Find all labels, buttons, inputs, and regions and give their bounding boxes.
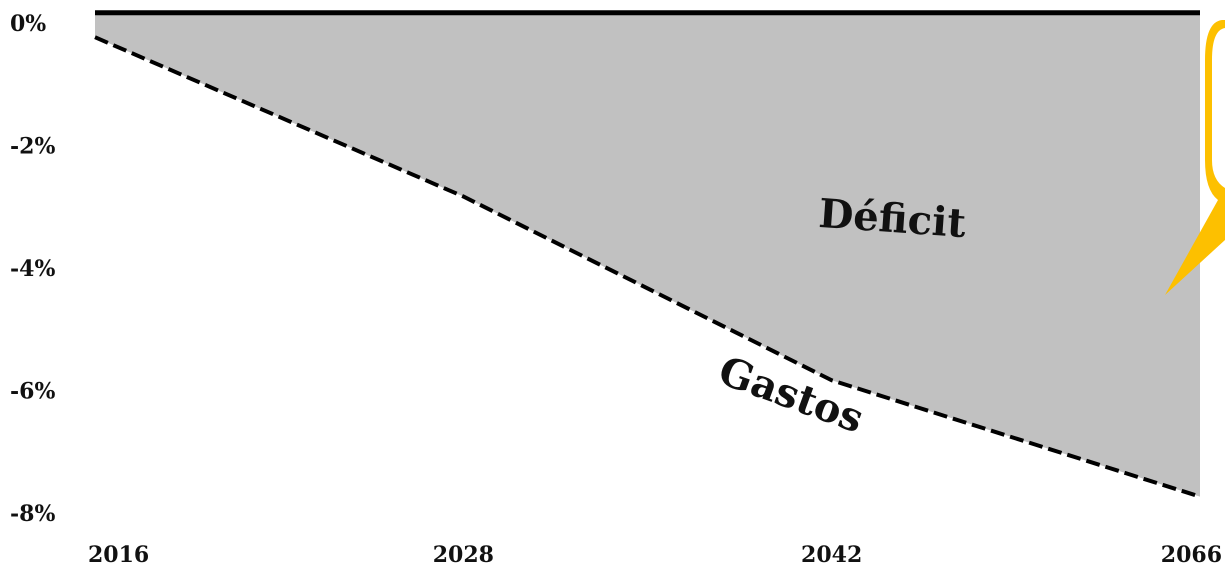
x-tick-label: 2028 (433, 542, 494, 568)
callout-shape (1165, 20, 1225, 295)
deficit-area (95, 12, 1200, 497)
spending-line (94, 35, 1201, 499)
y-tick-label: -2% (10, 133, 55, 159)
y-tick-label: -8% (10, 501, 55, 527)
y-tick-label: -4% (10, 256, 55, 282)
y-tick-label: -6% (10, 378, 55, 404)
y-tick-label: 0% (10, 11, 46, 37)
x-tick-label: 2042 (801, 542, 862, 568)
callout-inner (1212, 28, 1225, 188)
x-tick-label: 2066 (1161, 542, 1222, 568)
x-tick-label: 2016 (88, 542, 149, 568)
plot: 0%-2%-4%-6%-8%2016 2028 2042 2066DéficitGas… (10, 10, 1222, 568)
annotation: Déficit (817, 190, 968, 247)
